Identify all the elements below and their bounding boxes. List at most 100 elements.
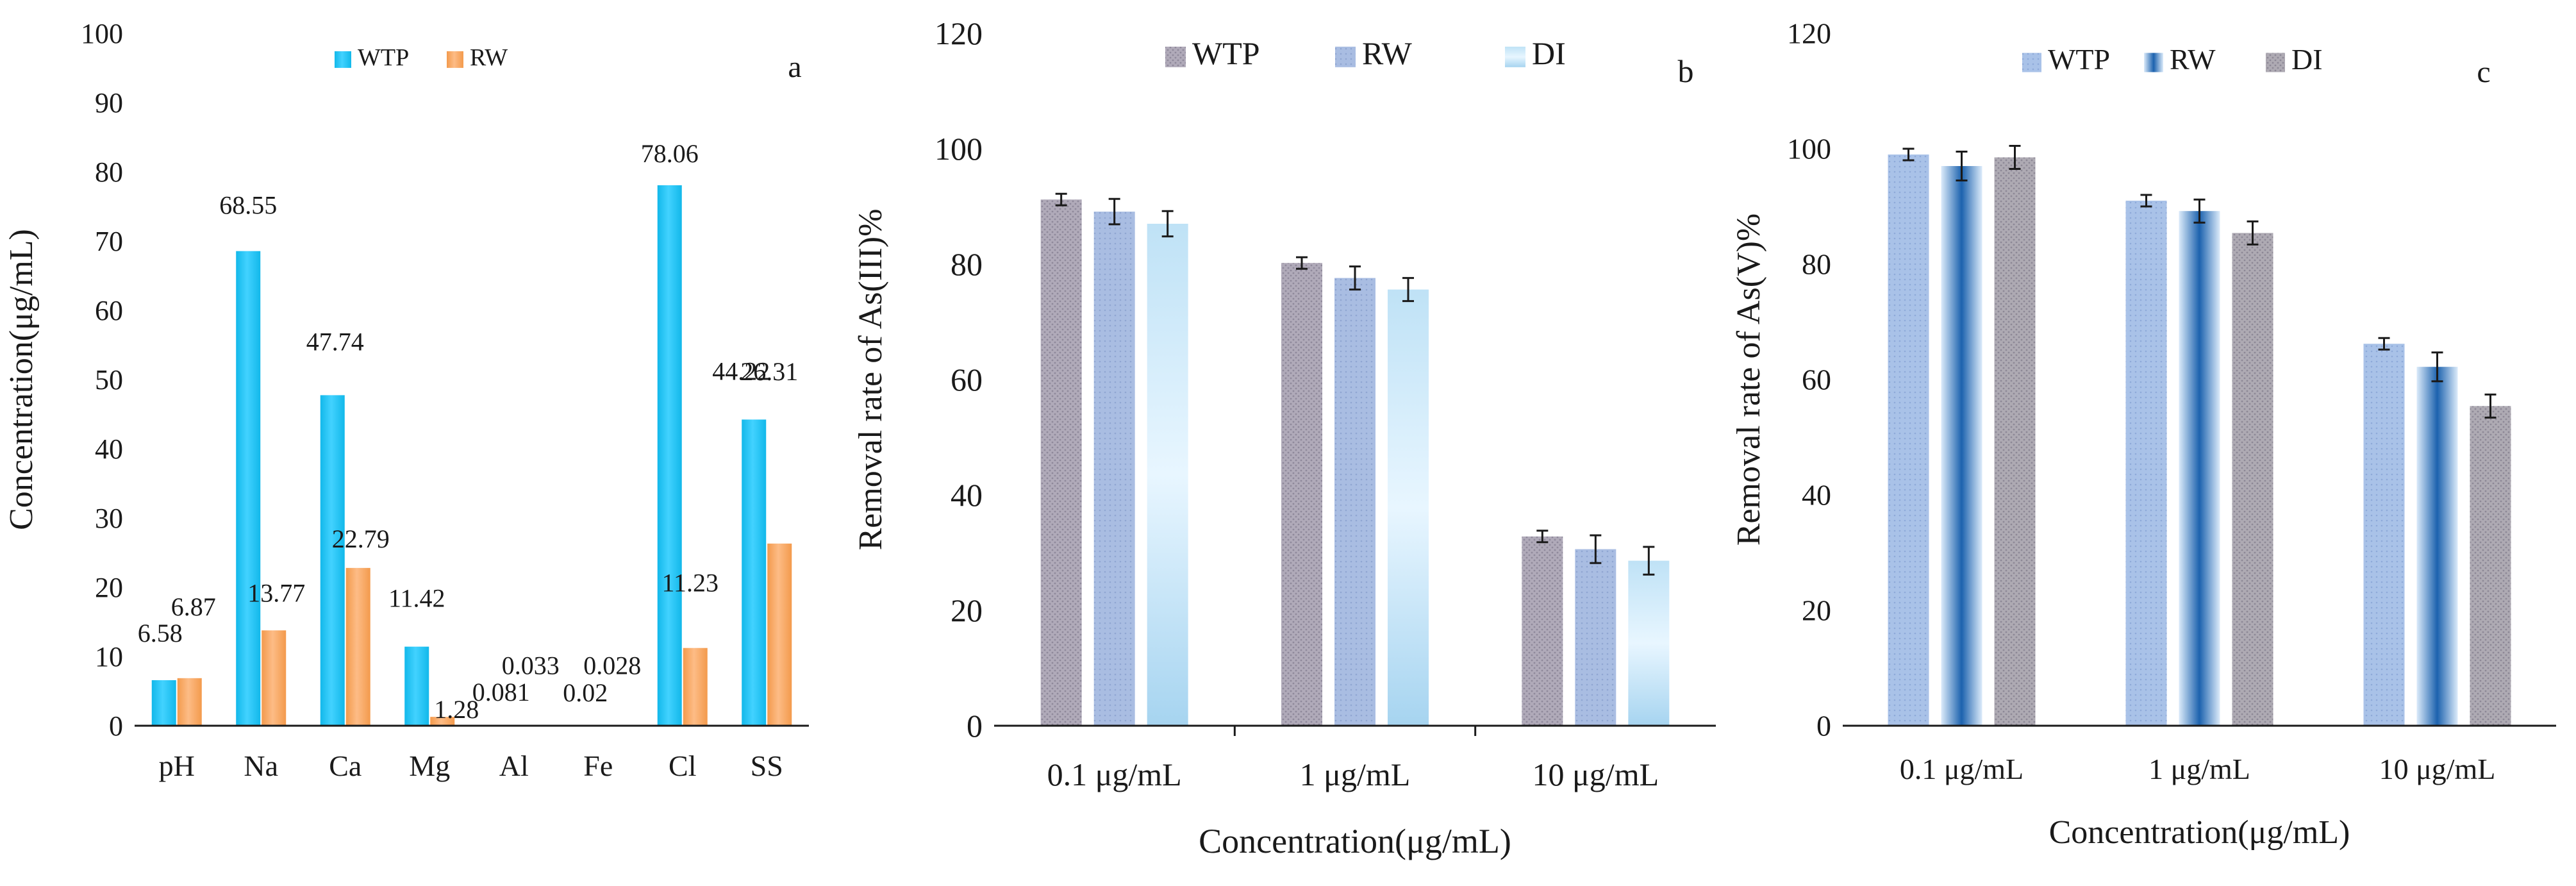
bar-wtp-10-g-ml	[1522, 536, 1563, 726]
x-tick-label: 1 μg/mL	[1300, 756, 1411, 792]
y-tick-label: 120	[935, 15, 983, 51]
y-tick-label: 20	[1802, 594, 1831, 627]
bar-rw-na	[262, 630, 287, 726]
y-axis-label: Removal rate of As(III)%	[852, 209, 889, 551]
data-label: 6.58	[138, 619, 183, 648]
legend-label-di: DI	[1532, 35, 1566, 71]
legend-label-wtp: WTP	[1192, 35, 1260, 71]
x-tick-label: 0.1 μg/mL	[1900, 753, 2023, 785]
y-tick-label: 20	[951, 592, 983, 628]
panel-label: c	[2477, 55, 2490, 89]
x-tick-label: Cl	[669, 749, 696, 782]
data-label: 68.55	[219, 191, 277, 220]
data-label: 78.06	[641, 139, 699, 168]
x-tick-label: Al	[499, 749, 529, 782]
x-tick-label: Fe	[583, 749, 613, 782]
legend: WTP RW DI	[1165, 35, 1566, 71]
bar-rw-ph	[177, 678, 202, 726]
x-tick-label: 1 μg/mL	[2148, 753, 2250, 785]
bar-di-0-1-g-ml	[1994, 157, 2036, 726]
bar-wtp-na	[236, 251, 261, 726]
y-tick-label: 80	[951, 246, 983, 282]
legend-swatch-wtp	[2022, 53, 2041, 72]
y-tick-label: 50	[95, 364, 123, 396]
bar-wtp-0-1-g-ml	[1040, 199, 1082, 726]
x-tick-label: Mg	[409, 749, 450, 782]
bar-wtp-1-g-ml	[2125, 201, 2167, 726]
data-label: 22.79	[332, 524, 390, 553]
y-tick-label: 0	[967, 708, 983, 744]
bar-wtp-cl	[657, 185, 682, 726]
bar-wtp-0-1-g-ml	[1888, 155, 1929, 726]
data-label: 0.02	[563, 678, 608, 707]
x-tick-label: 10 μg/mL	[2379, 753, 2496, 785]
y-axis-label: Concentration(μg/mL)	[3, 229, 40, 530]
data-label: 0.081	[472, 678, 530, 706]
data-label: 1.28	[434, 695, 479, 724]
data-label: 13.77	[247, 578, 305, 607]
bar-rw-mg	[430, 717, 455, 726]
data-label: 0.033	[502, 651, 560, 680]
y-tick-label: 80	[95, 156, 123, 188]
y-tick-label: 80	[1802, 248, 1831, 281]
legend: WTP RW	[335, 44, 508, 71]
y-tick-label: 10	[95, 641, 123, 673]
bar-wtp-1-g-ml	[1281, 263, 1322, 726]
panel-label: b	[1678, 53, 1694, 89]
y-tick-label: 0	[1816, 710, 1831, 742]
data-label: 44.22	[712, 356, 770, 385]
bar-rw-ss	[767, 543, 792, 726]
x-tick-label: SS	[751, 749, 783, 782]
legend-label-wtp: WTP	[2048, 43, 2110, 76]
data-label: 6.87	[171, 592, 216, 621]
x-tick-label: Na	[244, 749, 278, 782]
bar-rw-10-g-ml	[2416, 367, 2458, 726]
legend-label-rw: RW	[2170, 43, 2216, 76]
chart-c: 0 20 40 60 80 100 120 Removal rate of As(V)% 0.1…	[1731, 17, 2556, 851]
bar-rw-1-g-ml	[1334, 278, 1375, 726]
legend-swatch-rw	[1335, 46, 1356, 67]
y-tick-label: 60	[1802, 364, 1831, 396]
legend-swatch-wtp	[335, 51, 351, 68]
bar-wtp-ph	[151, 680, 176, 726]
bar-rw-1-g-ml	[2179, 211, 2220, 726]
bar-di-1-g-ml	[2232, 233, 2273, 726]
bar-wtp-ss	[742, 419, 767, 726]
y-tick-label: 100	[81, 18, 123, 49]
y-tick-label: 120	[1787, 17, 1831, 50]
y-tick-label: 100	[1787, 133, 1831, 165]
bar-wtp-ca	[320, 395, 345, 726]
y-tick-label: 70	[95, 226, 123, 257]
legend-swatch-rw	[447, 51, 463, 68]
legend-swatch-di	[2266, 53, 2285, 72]
x-tick-label: 10 μg/mL	[1533, 756, 1659, 792]
y-tick-label: 90	[95, 87, 123, 119]
y-tick-label: 60	[95, 295, 123, 326]
x-axis-label: Concentration(μg/mL)	[2049, 814, 2350, 851]
legend: WTP RW DI	[2022, 43, 2323, 76]
y-tick-label: 40	[95, 433, 123, 465]
bar-rw-10-g-ml	[1575, 549, 1616, 726]
bar-di-10-g-ml	[2470, 406, 2511, 726]
legend-swatch-di	[1505, 46, 1525, 67]
panel-label: a	[788, 50, 801, 84]
data-label: 26.31	[740, 357, 798, 386]
y-tick-label: 30	[95, 503, 123, 534]
data-label: 11.23	[661, 569, 719, 598]
legend-label-wtp: WTP	[358, 44, 409, 71]
bar-rw-cl	[683, 648, 708, 726]
bar-wtp-mg	[404, 646, 429, 726]
x-tick-label: Ca	[329, 749, 361, 782]
y-tick-label: 40	[1802, 479, 1831, 512]
bar-rw-0-1-g-ml	[1093, 212, 1135, 726]
bar-rw-ca	[345, 567, 370, 726]
bar-di-10-g-ml	[1628, 560, 1670, 726]
bar-di-0-1-g-ml	[1147, 224, 1188, 726]
legend-swatch-rw	[2144, 53, 2163, 72]
y-tick-label: 0	[109, 710, 123, 742]
legend-swatch-wtp	[1165, 46, 1186, 67]
data-label: 0.028	[583, 651, 641, 680]
x-tick-label: 0.1 μg/mL	[1047, 756, 1182, 792]
legend-label-di: DI	[2291, 43, 2323, 76]
